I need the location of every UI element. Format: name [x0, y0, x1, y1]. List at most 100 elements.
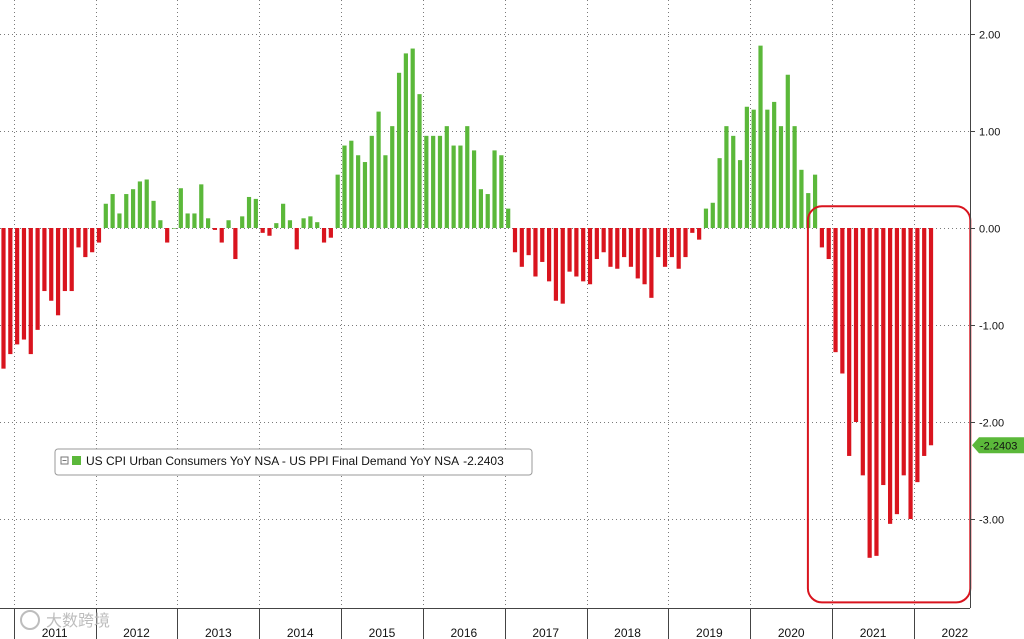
bar — [574, 228, 579, 277]
bar — [478, 189, 483, 228]
bar — [703, 208, 709, 228]
bar — [226, 220, 231, 228]
y-tick-label: -1.00 — [979, 321, 1004, 333]
bar — [315, 222, 320, 228]
bar — [642, 228, 647, 285]
x-tick-label: 2017 — [532, 626, 559, 639]
legend[interactable]: US CPI Urban Consumers YoY NSA - US PPI … — [54, 448, 533, 476]
x-tick-label: 2022 — [942, 626, 969, 639]
bar — [737, 160, 743, 228]
bar — [171, 228, 177, 229]
bar — [233, 228, 238, 260]
bar — [806, 193, 811, 228]
y-tick-label: -2.00 — [979, 418, 1004, 430]
bar — [424, 135, 429, 228]
bar — [362, 162, 368, 228]
bar — [21, 228, 27, 340]
bar — [390, 126, 395, 228]
bar — [281, 203, 286, 228]
bar — [833, 228, 838, 353]
bar — [431, 135, 436, 228]
bar — [274, 223, 279, 228]
bar — [151, 200, 156, 228]
bar — [465, 126, 470, 228]
bar — [417, 94, 422, 228]
bar — [158, 220, 163, 228]
bar — [683, 228, 688, 258]
bar — [185, 213, 190, 228]
bar — [335, 174, 340, 228]
bar — [772, 101, 777, 228]
bar — [301, 218, 306, 228]
bar — [110, 194, 115, 228]
bar — [253, 198, 258, 228]
gridlines — [0, 0, 970, 608]
bar — [294, 228, 299, 250]
y-tick-label: 2.00 — [979, 30, 1000, 42]
bar — [894, 228, 900, 515]
bar — [42, 228, 47, 292]
bar — [130, 189, 136, 228]
bar — [888, 228, 893, 524]
bar — [662, 228, 668, 267]
bar — [212, 228, 218, 230]
bar — [881, 228, 886, 486]
last-value-label: -2.2403 — [980, 440, 1017, 452]
bar — [635, 228, 640, 279]
bar — [492, 150, 497, 228]
bar — [676, 228, 681, 269]
bar — [724, 126, 729, 228]
bar — [697, 228, 702, 240]
x-tick-label: 2014 — [287, 626, 314, 639]
bar — [144, 179, 149, 228]
x-tick-label: 2019 — [696, 626, 723, 639]
bar — [69, 228, 74, 292]
bar — [437, 135, 443, 228]
bar — [540, 228, 545, 262]
bar — [240, 216, 245, 228]
bar — [717, 158, 722, 228]
bar — [321, 228, 327, 243]
bar — [594, 228, 599, 260]
bar — [328, 228, 333, 238]
bar — [799, 169, 804, 228]
bar — [96, 228, 102, 243]
bar — [267, 228, 272, 236]
bar — [369, 135, 374, 228]
bar — [471, 150, 477, 228]
bar — [499, 155, 504, 228]
bar — [49, 228, 54, 301]
bar — [308, 216, 313, 228]
bar — [124, 194, 129, 228]
bar — [383, 155, 388, 228]
bar — [710, 202, 715, 228]
y-tick-label: -3.00 — [979, 515, 1004, 527]
bar — [744, 106, 749, 228]
bar — [792, 126, 797, 228]
bar — [581, 228, 586, 282]
bar — [547, 228, 552, 282]
bar — [928, 228, 934, 446]
bar — [751, 109, 756, 228]
bar — [690, 228, 695, 233]
bar — [485, 194, 490, 228]
bar — [260, 228, 265, 233]
watermark-text: 大数跨境 — [46, 611, 110, 630]
bar — [62, 228, 67, 292]
y-tick-label: 0.00 — [979, 224, 1000, 236]
bar — [444, 126, 449, 228]
bar — [178, 188, 183, 228]
bar — [778, 126, 784, 228]
bar — [137, 181, 142, 228]
x-tick-label: 2016 — [450, 626, 477, 639]
bar — [451, 145, 456, 228]
bar — [15, 228, 20, 345]
bar — [55, 228, 61, 316]
bar — [915, 228, 920, 483]
bar — [669, 228, 674, 258]
bar — [649, 228, 654, 298]
y-axis: 2.00 1.00 0.00 -1.00 -2.00 -3.00 — [970, 0, 1004, 608]
legend-last-value: -2.2403 — [463, 454, 504, 468]
bar — [458, 145, 463, 228]
bar — [403, 53, 408, 229]
